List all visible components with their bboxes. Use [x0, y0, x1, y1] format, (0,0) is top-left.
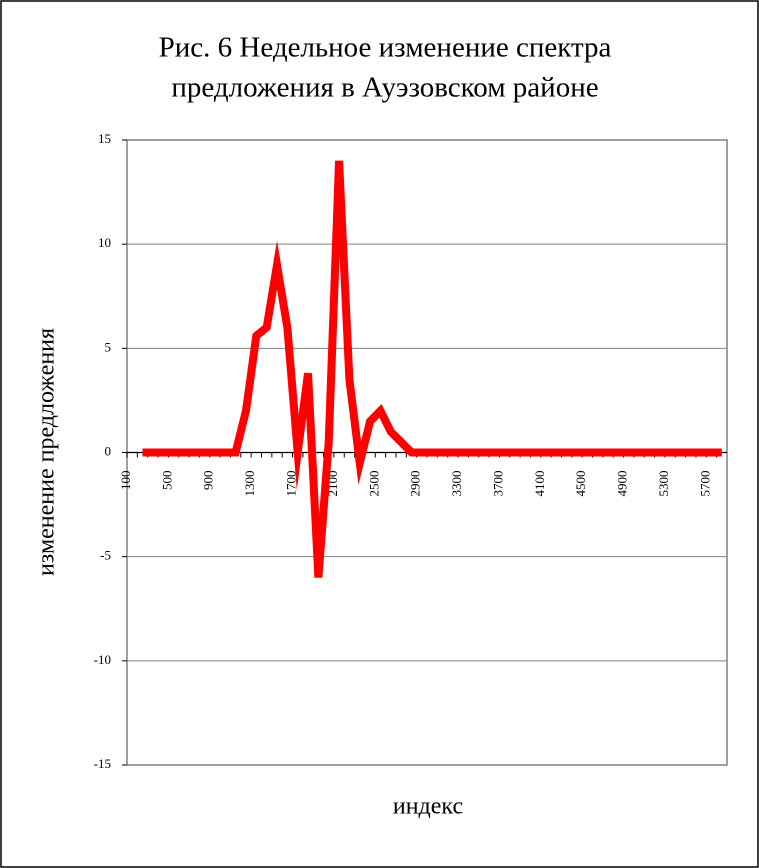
y-axis-label: изменение предложения [34, 328, 60, 576]
chart-title: предложения в Ауэзовском районе [171, 72, 598, 104]
x-tick-label: 1700 [284, 471, 299, 497]
y-tick-label: -5 [100, 548, 111, 563]
x-tick-label: 100 [118, 471, 133, 491]
x-tick-label: 5300 [656, 471, 671, 497]
x-tick-label: 5700 [697, 471, 712, 497]
y-tick-label: 0 [105, 443, 112, 458]
x-tick-label: 4500 [573, 471, 588, 497]
y-tick-label: 15 [98, 131, 111, 146]
x-tick-label: 3700 [490, 471, 505, 497]
x-tick-label: 3300 [449, 471, 464, 497]
x-tick-label: 2500 [366, 471, 381, 497]
x-tick-label: 4100 [532, 471, 547, 497]
x-tick-label: 2900 [408, 471, 423, 497]
y-tick-label: -15 [94, 756, 111, 771]
chart-title: Рис. 6 Недельное изменение спектра [159, 32, 612, 64]
x-tick-label: 1300 [242, 471, 257, 497]
x-axis-label: индекс [393, 794, 463, 820]
y-tick-label: 5 [105, 339, 112, 354]
x-tick-label: 900 [201, 471, 216, 491]
y-tick-label: 10 [98, 235, 111, 250]
y-tick-label: -10 [94, 652, 111, 667]
x-tick-label: 4900 [615, 471, 630, 497]
x-tick-label: 500 [159, 471, 174, 491]
data-line [142, 160, 722, 578]
